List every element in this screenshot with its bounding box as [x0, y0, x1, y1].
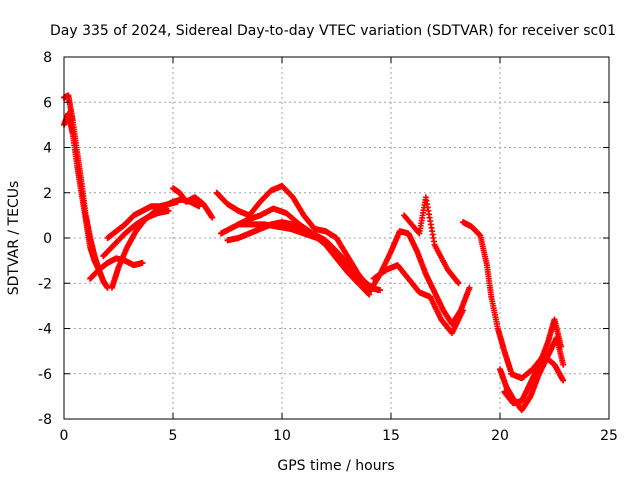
series-early-decline-2 — [61, 110, 102, 273]
series-late-decline — [459, 219, 514, 375]
data-point-marker — [365, 281, 372, 288]
series-mid-lower — [224, 219, 373, 298]
y-tick-label: 8 — [43, 50, 52, 66]
x-tick-label: 15 — [382, 428, 400, 444]
y-tick-label: 6 — [43, 95, 52, 111]
data-point-marker — [374, 287, 381, 294]
data-point-marker — [558, 343, 565, 350]
series-spikes — [401, 194, 462, 287]
series-recovery-d — [100, 207, 172, 260]
data-point-marker — [165, 207, 172, 214]
axis-ticks: 0 5 10 15 20 25 -8 -6 -4 -2 0 2 4 6 8 — [38, 50, 618, 444]
data-point-marker — [196, 203, 203, 210]
data-point-marker — [174, 198, 181, 205]
series-mid-arch-high — [213, 182, 384, 294]
x-axis-label: GPS time / hours — [277, 458, 394, 474]
chart-title: Day 335 of 2024, Sidereal Day-to-day VTE… — [50, 23, 616, 39]
grid-lines — [64, 57, 609, 419]
y-tick-label: -8 — [38, 412, 52, 428]
y-tick-label: -4 — [38, 322, 52, 338]
y-tick-label: 2 — [43, 186, 52, 202]
data-point-marker — [209, 214, 216, 221]
data-point-marker — [560, 377, 567, 384]
y-tick-label: -6 — [38, 367, 52, 383]
x-tick-label: 20 — [491, 428, 509, 444]
series-recovery-c — [104, 198, 181, 241]
data-point-marker — [459, 307, 466, 314]
series-peak-block — [170, 185, 216, 221]
data-point-marker — [139, 259, 146, 266]
y-tick-label: 4 — [43, 141, 52, 157]
y-tick-label: -2 — [38, 276, 52, 292]
series-late-tail — [507, 352, 567, 384]
series-post-dip — [366, 228, 473, 327]
x-tick-label: 0 — [60, 428, 69, 444]
data-point-marker — [466, 284, 473, 291]
x-tick-label: 5 — [169, 428, 178, 444]
x-tick-label: 25 — [600, 428, 618, 444]
x-tick-label: 10 — [273, 428, 291, 444]
data-point-marker — [455, 280, 462, 287]
data-point-marker — [560, 361, 567, 368]
y-tick-label: 0 — [43, 231, 52, 247]
data-points — [61, 92, 567, 413]
y-axis-label: SDTVAR / TECUs — [6, 181, 22, 296]
series-post-dip-2 — [370, 262, 466, 337]
